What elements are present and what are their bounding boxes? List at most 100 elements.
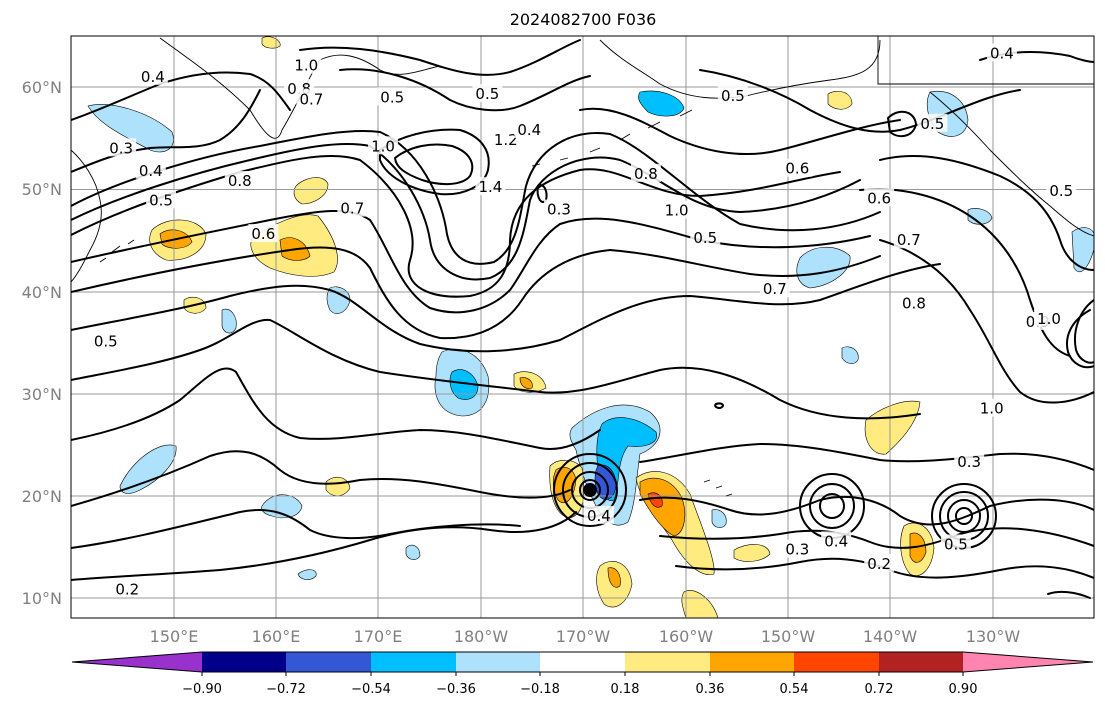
positive-region — [325, 476, 351, 497]
negative-region — [1071, 227, 1094, 273]
colorbar-segment — [794, 652, 879, 672]
contour-line — [394, 143, 474, 186]
positive-region — [293, 177, 329, 205]
positive-region — [607, 567, 621, 588]
colorbar-segment — [625, 652, 710, 672]
contour-label: 0.4 — [824, 532, 848, 550]
contour-label: 0.5 — [475, 85, 499, 103]
contour-label-bg — [31, 424, 61, 442]
contour-label-bg — [137, 66, 168, 85]
contour-label-bg — [1046, 181, 1077, 200]
contour-line — [639, 495, 1094, 526]
contour-label-bg — [630, 163, 661, 182]
contour-line — [699, 69, 1021, 133]
kuril-islands — [99, 239, 135, 263]
colorbar-tick-label: 0.72 — [865, 682, 894, 697]
positive-region — [519, 377, 533, 389]
positive-region — [733, 544, 771, 562]
lon-tick-label: 150°E — [150, 627, 199, 646]
map-title: 2024082700 F036 — [510, 10, 657, 29]
contour-label: 0.4 — [587, 507, 611, 525]
colorbar-segment — [202, 652, 287, 672]
contour-label-bg — [917, 113, 948, 132]
hawaiian-islands — [703, 479, 733, 497]
negative-region — [119, 444, 177, 494]
contour-label: 0.4 — [517, 121, 541, 139]
positive-region — [909, 532, 927, 563]
contour-label-bg — [377, 87, 408, 106]
plot-frame — [70, 35, 1095, 619]
contour-line — [1066, 309, 1094, 369]
contour-label: 0.3 — [785, 541, 809, 559]
contour-label-bg — [864, 553, 895, 572]
contour-label-bg — [543, 199, 574, 218]
contour-label-bg — [954, 451, 985, 470]
contour-label-bg — [893, 230, 924, 249]
contour-line — [71, 263, 941, 353]
contour-line — [879, 239, 1094, 404]
contour-line — [659, 527, 1094, 549]
contour-label-bg — [759, 279, 790, 298]
contour-label-bg — [146, 190, 177, 209]
colorbar-tick-label: −0.72 — [266, 682, 306, 697]
lat-tick-label: 40°N — [22, 283, 62, 302]
colorbar-tick-label: 0.90 — [949, 682, 978, 697]
contour-label-bg — [112, 579, 143, 598]
lon-tick-label: 170°E — [354, 627, 403, 646]
graticule — [71, 36, 1094, 618]
contour-line — [639, 443, 1094, 471]
lat-tick-label: 20°N — [22, 487, 62, 506]
negative-region — [967, 208, 993, 225]
colorbar-segment — [371, 652, 456, 672]
contour-label-bg — [90, 331, 121, 350]
contour-label-bg — [472, 84, 503, 103]
contour-line — [71, 71, 291, 121]
contour-label: 0.3 — [957, 453, 981, 471]
contour-label-bg — [690, 228, 721, 247]
lat-tick-label: 30°N — [22, 385, 62, 404]
colorbar-tick-label: −0.36 — [436, 682, 476, 697]
contour-label: 1.0 — [294, 57, 318, 75]
contour-label: 1.0 — [980, 400, 1004, 418]
contour-line — [71, 318, 921, 420]
colorbar: −0.90 −0.72 −0.54 −0.36 −0.18 0.18 0.36 … — [71, 651, 1094, 697]
negative-region — [326, 286, 351, 314]
lon-tick-label: 140°W — [863, 627, 918, 646]
contour-line — [71, 246, 881, 340]
lon-tick-label: 160°W — [659, 627, 714, 646]
contour-label: 0.4 — [990, 44, 1014, 62]
longitude-axis: 150°E 160°E 170°E 180°W 170°W 160°W 150°… — [150, 627, 1021, 646]
contour-label-bg — [135, 160, 166, 179]
contour-line — [71, 450, 571, 507]
contour-label: 0.5 — [920, 115, 944, 133]
lon-tick-label: 150°W — [761, 627, 816, 646]
contour-line — [71, 142, 861, 281]
contour-label-bg — [940, 534, 971, 553]
contour-label: 0.4 — [141, 68, 165, 86]
contour-line — [1047, 590, 1091, 599]
contour-label: 0.5 — [693, 229, 717, 247]
contour-label-bg — [106, 138, 137, 157]
positive-region — [827, 91, 853, 110]
colorbar-tick-label: 0.36 — [696, 682, 725, 697]
colorbar-segment — [286, 652, 371, 672]
cyclone-center — [553, 453, 627, 527]
contour-label-bg — [475, 177, 506, 196]
latitude-axis: 60°N 50°N 40°N 30°N 20°N 10°N — [22, 78, 62, 608]
colorbar-segment — [879, 652, 964, 672]
contour-line — [887, 110, 917, 138]
contour-label: 1.0 — [665, 202, 689, 220]
contour-label: 0.2 — [35, 425, 59, 443]
contour-label: 0.6 — [867, 189, 891, 207]
contour-label: 0.6 — [785, 160, 809, 178]
contour-line — [71, 89, 261, 173]
colorbar-extend-high — [963, 652, 1093, 672]
contour-label: 0.5 — [149, 191, 173, 209]
lat-tick-label: 50°N — [22, 180, 62, 199]
contour-line — [879, 155, 1094, 271]
contour-label-bg — [514, 119, 545, 138]
negative-region — [449, 369, 479, 400]
contour-label-bg — [717, 86, 748, 105]
positive-region — [864, 400, 921, 455]
contour-label: 0.5 — [944, 535, 968, 553]
